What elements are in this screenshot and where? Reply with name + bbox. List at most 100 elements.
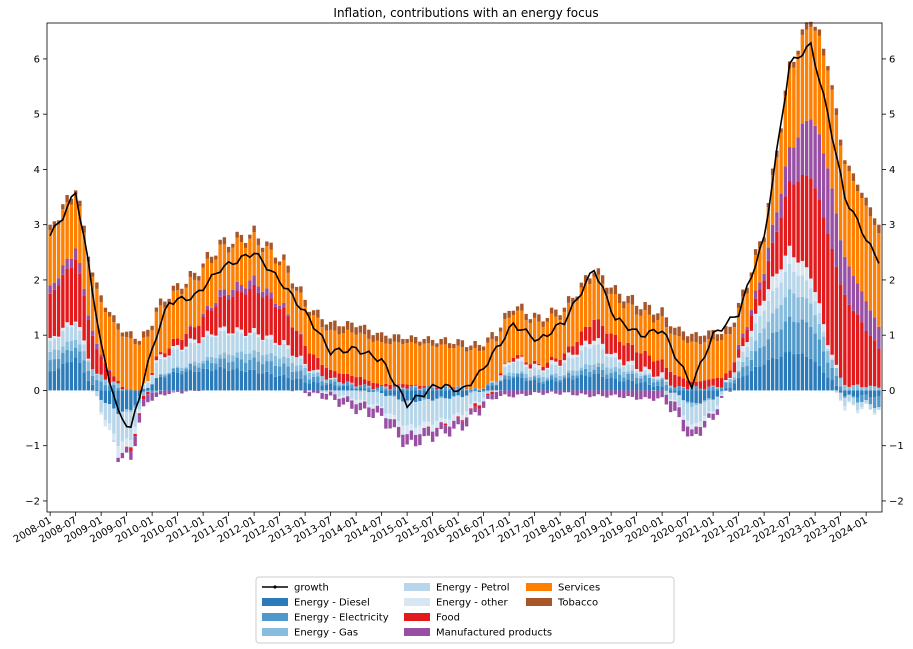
bar-energy-diesel (222, 368, 227, 391)
bar-food (592, 319, 596, 341)
bar-tobacco (817, 29, 822, 36)
bar-energy-gas (634, 373, 639, 379)
bar-energy-petrol (324, 390, 329, 393)
bar-tobacco (524, 313, 528, 321)
bar-energy-diesel (724, 388, 728, 391)
bar-energy-gas (860, 387, 864, 391)
bar-food (507, 361, 511, 363)
bar-energy-gas (872, 386, 877, 391)
bar-energy-other (371, 404, 375, 409)
bar-energy-diesel (745, 375, 749, 391)
bar-energy-diesel (218, 366, 222, 391)
bar-energy-petrol (469, 393, 473, 405)
bar-tobacco (562, 307, 567, 312)
bar-food (379, 384, 384, 386)
bar-energy-gas (396, 385, 401, 387)
bar-services (868, 216, 873, 311)
bar-food (299, 334, 303, 356)
bar-energy-diesel (78, 363, 82, 391)
bar-energy-electricity (163, 375, 167, 378)
bar-manufactured-products (452, 420, 456, 429)
bar-energy-electricity (56, 358, 61, 369)
bar-energy-diesel (588, 376, 592, 391)
legend-box (255, 576, 675, 644)
bar-energy-petrol (435, 398, 439, 421)
bar-services (48, 230, 52, 286)
bar-manufactured-products (56, 278, 61, 286)
bar-services (320, 327, 324, 365)
bar-energy-gas (430, 386, 435, 389)
bar-services (192, 279, 197, 328)
bar-services (719, 340, 724, 379)
bar-energy-electricity (605, 374, 609, 379)
bar-energy-other (231, 333, 235, 335)
bar-food (796, 181, 800, 263)
bar-services (583, 282, 588, 327)
bar-energy-petrol (205, 335, 210, 357)
bar-food (362, 379, 367, 385)
bar-manufactured-products (583, 390, 588, 395)
bar-energy-other (804, 267, 809, 281)
bar-manufactured-products (184, 390, 188, 392)
bar-energy-petrol (192, 343, 197, 362)
bar-manufactured-products (749, 310, 754, 316)
bar-energy-diesel (430, 390, 435, 401)
bar-tobacco (605, 287, 609, 295)
bar-services (277, 265, 282, 306)
bar-energy-gas (681, 386, 686, 388)
bar-energy-electricity (749, 359, 754, 371)
bar-energy-petrol (452, 397, 456, 415)
bar-energy-electricity (86, 370, 91, 381)
bar-energy-petrol (868, 404, 873, 410)
bar-tobacco (515, 306, 520, 311)
bar-energy-diesel (779, 356, 783, 391)
bar-energy-petrol (664, 390, 669, 395)
bar-manufactured-products (133, 436, 137, 447)
bar-energy-gas (422, 398, 426, 400)
bar-energy-electricity (226, 362, 231, 371)
bar-energy-gas (171, 390, 176, 392)
bar-energy-diesel (90, 384, 95, 391)
bar-energy-electricity (647, 377, 652, 385)
bar-food (804, 176, 809, 268)
bar-energy-gas (180, 367, 184, 371)
bar-energy-petrol (732, 372, 737, 378)
bar-energy-electricity (503, 375, 507, 379)
bar-manufactured-products (260, 291, 265, 298)
bar-energy-diesel (452, 390, 456, 396)
bar-energy-gas (826, 350, 830, 363)
bar-energy-electricity (124, 388, 129, 391)
bar-energy-petrol (668, 392, 673, 400)
bar-energy-diesel (197, 371, 201, 391)
bar-manufactured-products (392, 419, 397, 428)
bar-tobacco (681, 331, 686, 341)
bar-services (328, 329, 333, 370)
bar-manufactured-products (486, 395, 490, 399)
bar-food (469, 408, 473, 409)
bar-food (549, 356, 554, 361)
bar-energy-petrol (239, 333, 244, 352)
bar-energy-electricity (273, 365, 278, 377)
bar-energy-petrol (316, 371, 320, 373)
bar-tobacco (430, 339, 435, 346)
bar-energy-petrol (554, 365, 558, 374)
bar-energy-gas (477, 388, 482, 391)
bar-tobacco (864, 197, 868, 206)
bar-energy-other (579, 345, 584, 351)
bar-energy-petrol (766, 300, 771, 322)
bar-tobacco (779, 128, 783, 133)
bar-energy-diesel (235, 368, 239, 391)
bar-services (362, 334, 367, 380)
bar-manufactured-products (256, 286, 261, 293)
bar-energy-other (809, 278, 813, 289)
bar-tobacco (673, 327, 677, 335)
bar-food (753, 298, 758, 314)
bar-tobacco (486, 337, 490, 343)
bar-energy-petrol (265, 338, 269, 355)
bar-energy-other (762, 300, 766, 311)
bar-energy-electricity (388, 389, 392, 391)
bar-energy-electricity (167, 373, 171, 375)
bar-tobacco (520, 303, 524, 311)
bar-energy-petrol (78, 330, 82, 345)
bar-services (456, 345, 460, 387)
